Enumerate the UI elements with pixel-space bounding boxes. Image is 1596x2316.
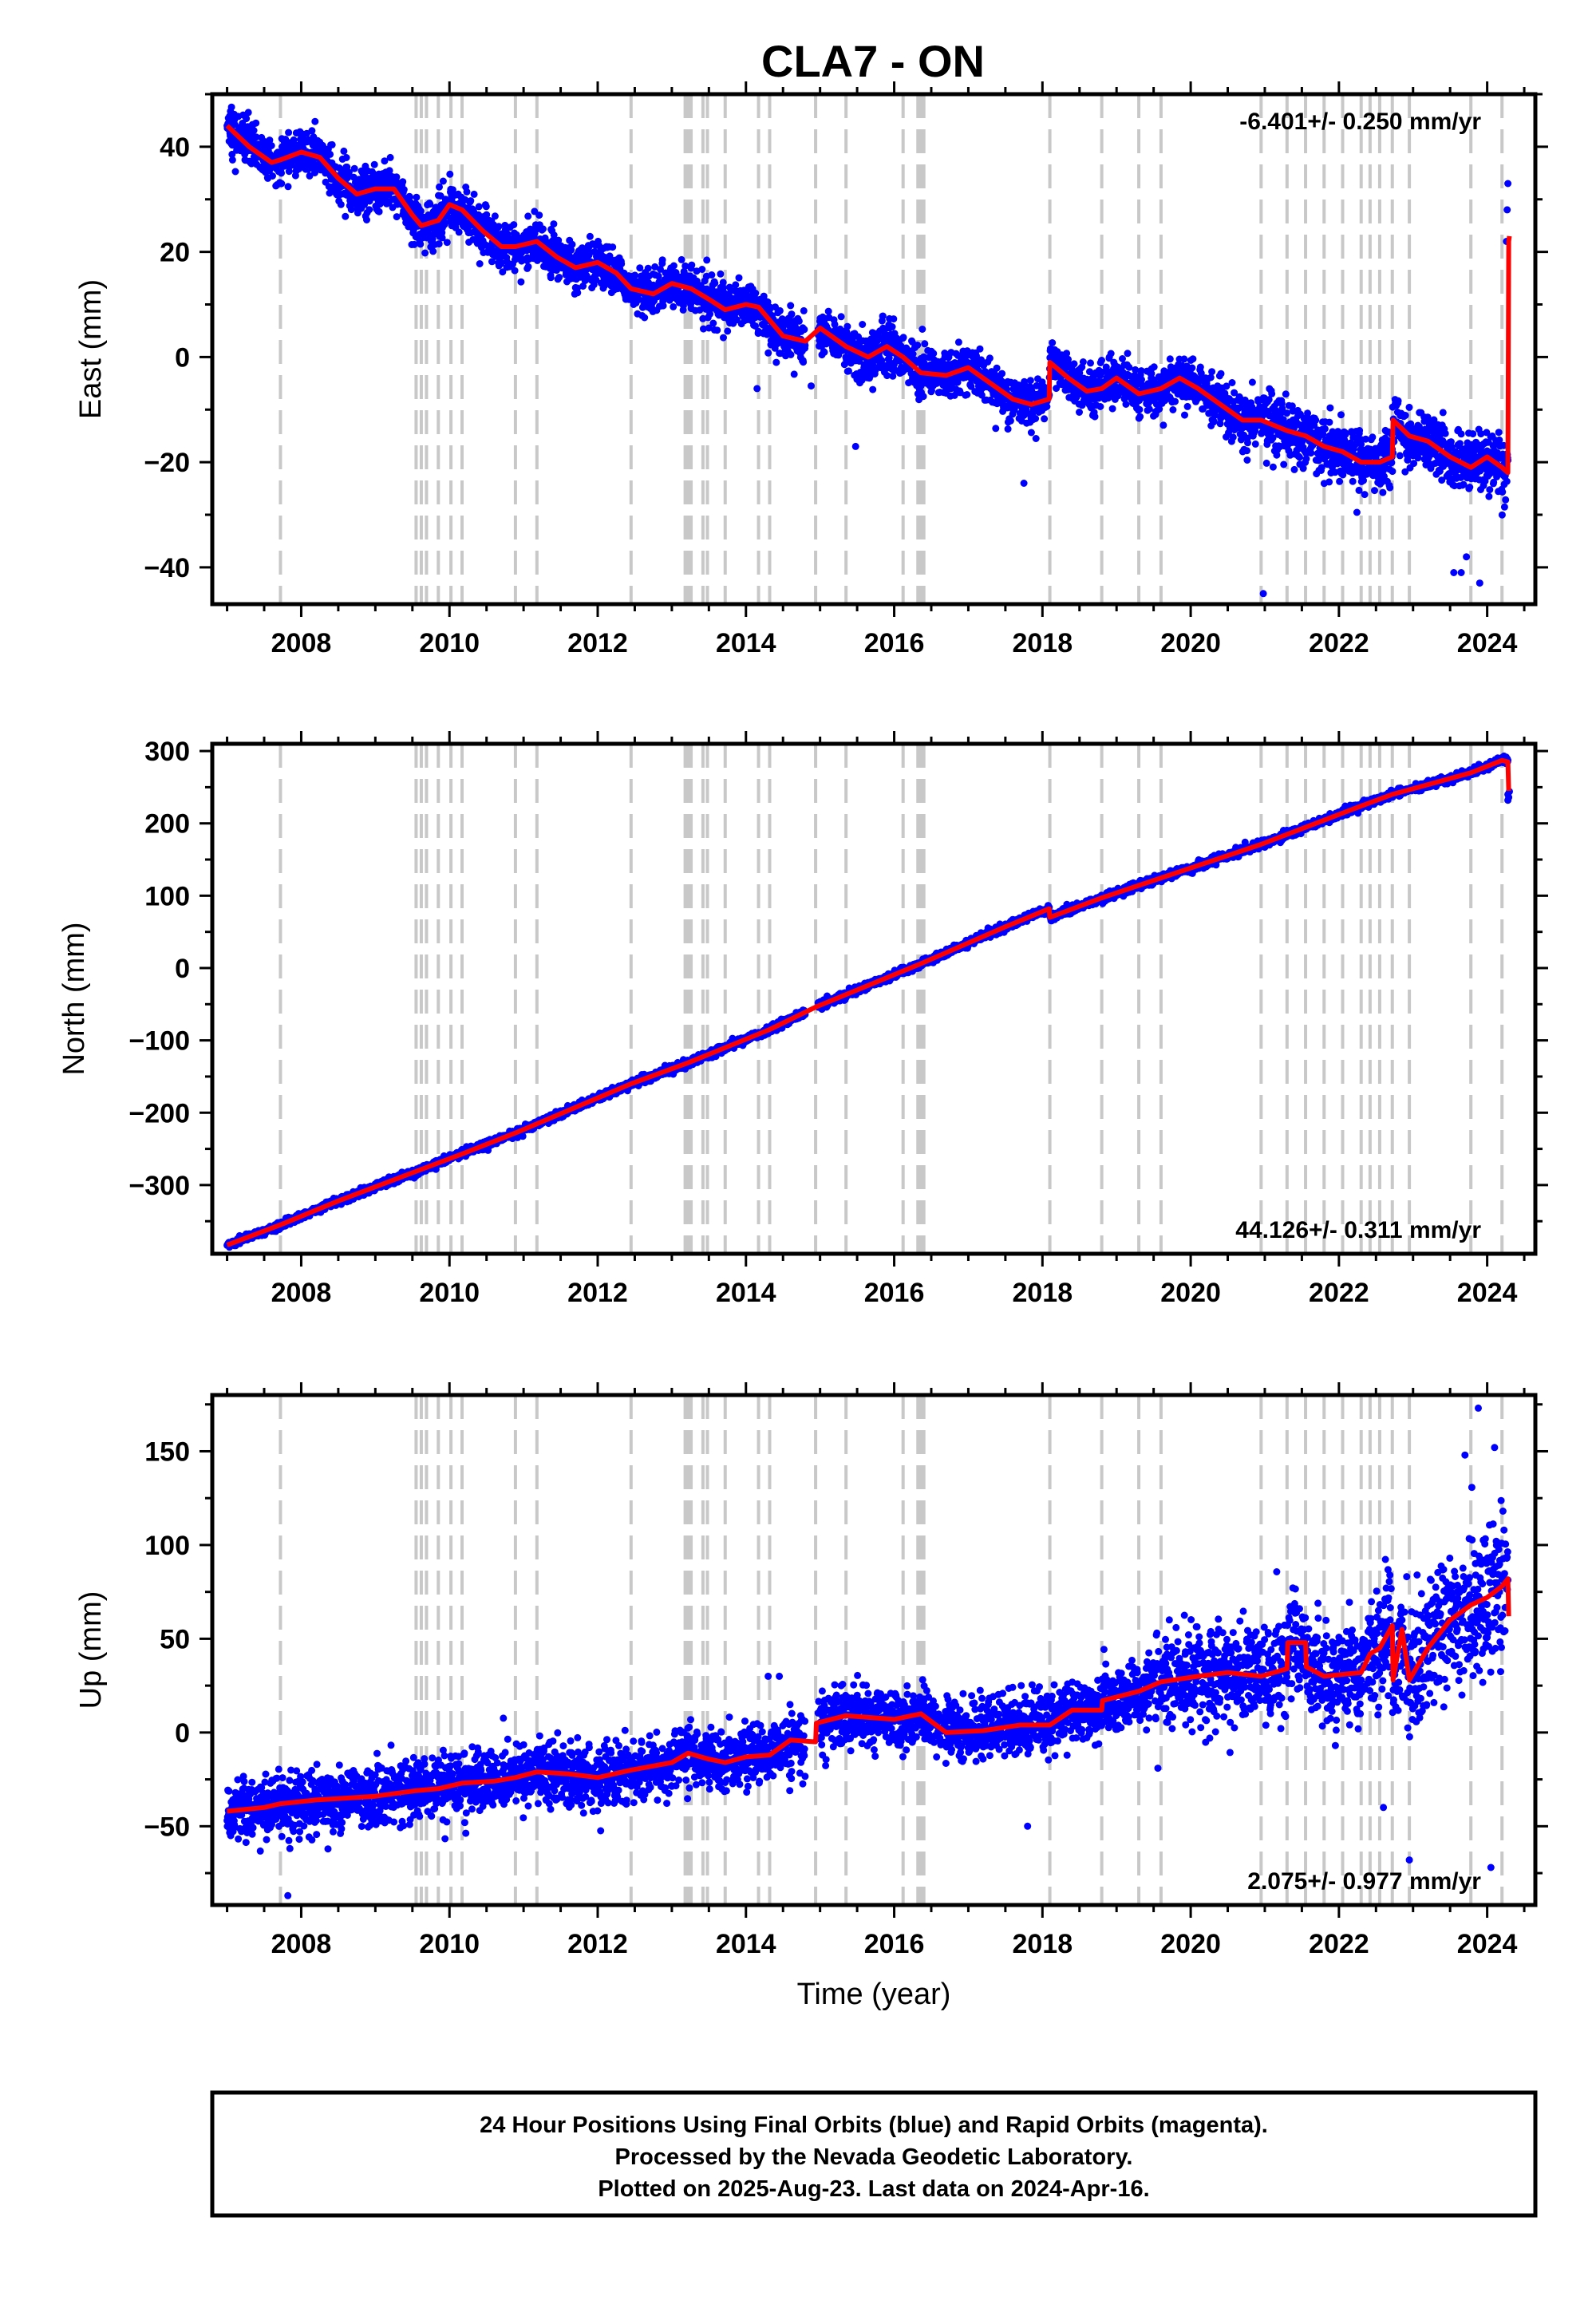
x-tick-label: 2012 [567, 1278, 628, 1308]
x-tick-label: 2022 [1309, 1278, 1369, 1308]
y-tick-label: 100 [144, 1531, 190, 1561]
x-tick-label: 2010 [419, 1278, 480, 1308]
x-tick-label: 2010 [419, 628, 480, 658]
y-tick-label: −100 [128, 1026, 190, 1057]
velocity-rate-label: 44.126+/- 0.311 mm/yr [1235, 1217, 1481, 1243]
x-tick-label: 2020 [1160, 1278, 1221, 1308]
x-tick-label: 2024 [1457, 628, 1518, 658]
model-fit-line [226, 757, 1511, 1247]
x-tick-label: 2016 [864, 1929, 925, 1959]
y-tick-label: 200 [144, 809, 190, 840]
x-tick-label: 2008 [271, 1278, 332, 1308]
panel-frame [210, 92, 1538, 607]
plot-area [223, 94, 1512, 604]
y-tick-label: 100 [144, 881, 190, 911]
x-tick-label: 2012 [567, 628, 628, 658]
plot-area [223, 744, 1513, 1254]
x-tick-label: 2010 [419, 1929, 480, 1959]
y-tick-label: 20 [160, 238, 190, 268]
x-tick-label: 2018 [1012, 628, 1073, 658]
x-tick-label: 2018 [1012, 1278, 1073, 1308]
x-tick-label: 2022 [1309, 1929, 1369, 1959]
y-tick-label: 40 [160, 132, 190, 163]
y-tick-label: −300 [128, 1171, 190, 1201]
y-tick-label: −200 [128, 1098, 190, 1128]
y-tick-label: 0 [175, 1718, 190, 1749]
footer-line-2: Processed by the Nevada Geodetic Laborat… [615, 2144, 1133, 2170]
panel-1: 2008 2010 2012 2014 2016 2018 2020 2022 2024 −40 −… [74, 81, 1548, 658]
y-tick-label: −40 [144, 553, 190, 583]
x-tick-label: 2008 [271, 628, 332, 658]
plot-area [223, 1395, 1512, 1905]
footer-box: 24 Hour Positions Using Final Orbits (bl… [210, 2090, 1538, 2218]
x-tick-label: 2014 [716, 1929, 776, 1959]
panel-frame [210, 741, 1538, 1256]
y-axis-label: North (mm) [57, 922, 91, 1075]
velocity-rate-label: -6.401+/- 0.250 mm/yr [1239, 109, 1481, 135]
panel-3: 2008 2010 2012 2014 2016 2018 2020 2022 2024 −50 0… [74, 1382, 1548, 2011]
x-axis-label: Time (year) [797, 1978, 951, 2011]
x-tick-label: 2016 [864, 628, 925, 658]
y-tick-label: 150 [144, 1437, 190, 1467]
y-tick-label: −50 [144, 1812, 190, 1842]
footer-line-3: Plotted on 2025-Aug-23. Last data on 202… [598, 2176, 1149, 2202]
x-tick-label: 2024 [1457, 1929, 1518, 1959]
y-tick-label: 0 [175, 342, 190, 373]
y-tick-label: 0 [175, 954, 190, 984]
model-fit-line [227, 1576, 1511, 1814]
y-axis-label: Up (mm) [74, 1591, 108, 1709]
x-tick-label: 2020 [1160, 1929, 1221, 1959]
x-tick-label: 2024 [1457, 1278, 1518, 1308]
x-tick-label: 2014 [716, 1278, 776, 1308]
x-tick-label: 2012 [567, 1929, 628, 1959]
velocity-rate-label: 2.075+/- 0.977 mm/yr [1247, 1868, 1481, 1895]
chart-title: CLA7 - ON [761, 36, 985, 86]
y-tick-label: 300 [144, 737, 190, 767]
panel-frame [210, 1393, 1538, 1907]
y-tick-label: 50 [160, 1624, 190, 1654]
model-fit-line [225, 124, 1512, 476]
x-tick-label: 2022 [1309, 628, 1369, 658]
y-axis-label: East (mm) [74, 279, 108, 419]
x-tick-label: 2020 [1160, 628, 1221, 658]
footer-line-1: 24 Hour Positions Using Final Orbits (bl… [480, 2112, 1268, 2138]
y-tick-label: −20 [144, 448, 190, 478]
panel-2: 2008 2010 2012 2014 2016 2018 2020 2022 2024 −300… [57, 731, 1548, 1308]
x-tick-label: 2014 [716, 628, 776, 658]
x-tick-label: 2008 [271, 1929, 332, 1959]
x-tick-label: 2016 [864, 1278, 925, 1308]
x-tick-label: 2018 [1012, 1929, 1073, 1959]
